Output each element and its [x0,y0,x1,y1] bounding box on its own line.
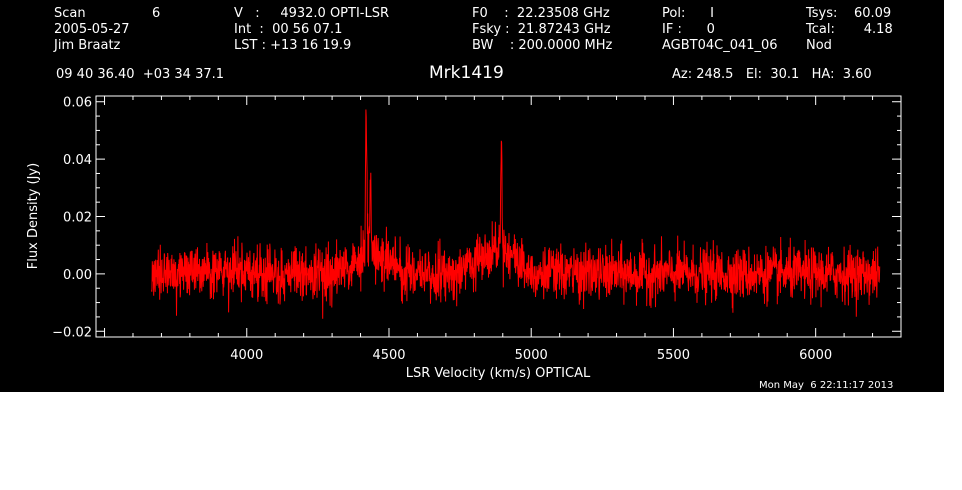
procedure-name: Nod [806,38,832,53]
y-tick-label: 0.00 [63,268,92,283]
plot-panel: Scan 6 2005-05-27 Jim Braatz V : 4932.0 … [0,0,944,392]
axis-ticks [96,96,902,337]
y-tick-label: 0.06 [63,96,92,111]
velocity-readout: V : 4932.0 OPTI-LSR [234,6,390,21]
scan-number: 6 [152,6,161,21]
axis-tick-labels: 4000 4500 5000 5500 6000 −0.02 0.00 0.02 0.04 0.0… [52,96,832,363]
y-tick-label: 0.02 [63,211,92,226]
source-coordinates: 09 40 36.40 +03 34 37.1 [56,67,225,82]
y-tick-label: −0.02 [52,325,92,340]
x-tick-label: 5000 [515,348,548,363]
integration-time: Int : 00 56 07.1 [234,22,343,37]
x-tick-label: 4000 [230,348,263,363]
tcal-readout: Tcal: 4.18 [806,22,893,37]
rest-frequency: F0 : 22.23508 GHz [472,6,610,21]
lst-readout: LST : +13 16 19.9 [234,38,352,53]
observer-name: Jim Braatz [54,38,121,53]
observation-date: 2005-05-27 [54,22,130,37]
plot-frame [95,95,902,338]
x-tick-label: 5500 [657,348,690,363]
spectrum-line [151,109,881,319]
tsys-readout: Tsys: 60.09 [806,6,892,21]
spectrum-chart: 4000 4500 5000 5500 6000 −0.02 0.00 0.02 0.04 0.0… [26,95,902,381]
project-id: AGBT04C_041_06 [662,38,778,53]
scan-label: Scan [54,6,86,21]
pointing-readout: Az: 248.5 El: 30.1 HA: 3.60 [672,67,872,82]
sky-frequency: Fsky : 21.87243 GHz [472,22,611,37]
x-tick-label: 4500 [372,348,405,363]
y-tick-label: 0.04 [63,153,92,168]
y-axis-label: Flux Density (Jy) [26,163,41,269]
polarization: Pol: I [662,6,714,21]
if-number: IF : 0 [662,22,715,37]
x-axis-label: LSR Velocity (km/s) OPTICAL [406,366,591,381]
x-tick-label: 6000 [799,348,832,363]
source-name: Mrk1419 [429,63,504,83]
bandwidth: BW : 200.0000 MHz [472,38,613,53]
plot-timestamp: Mon May 6 22:11:17 2013 [759,380,894,391]
spectrum-layer [151,109,881,319]
